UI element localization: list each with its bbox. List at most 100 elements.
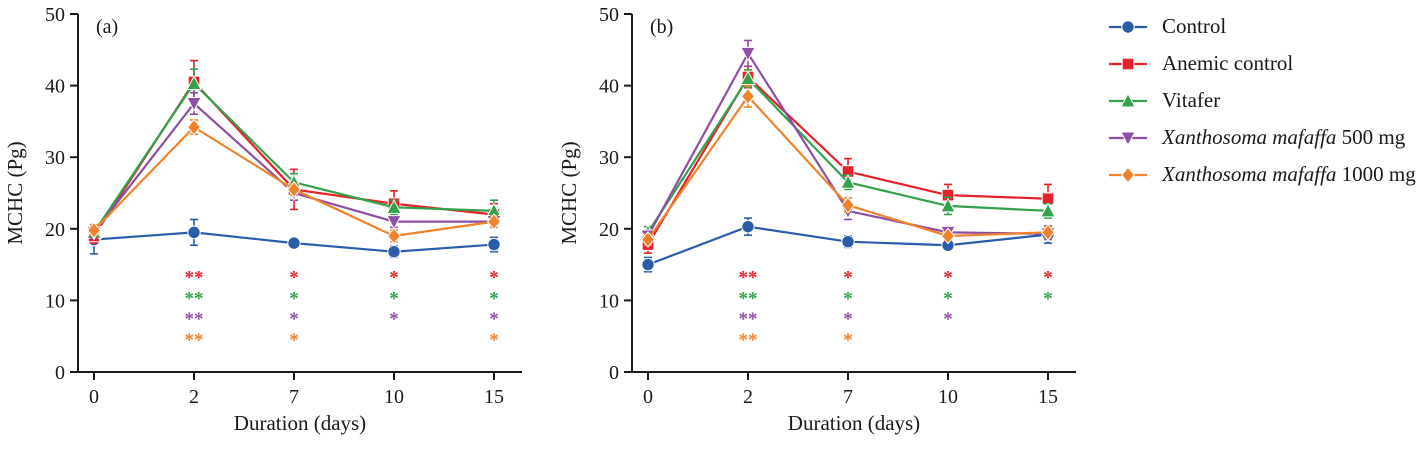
triangle-up-marker (1040, 202, 1056, 218)
x-tick-label: 0 (89, 386, 99, 408)
asterisk-mark: * (1043, 267, 1053, 288)
asterisk-mark: * (489, 309, 499, 330)
circle-marker (487, 237, 501, 252)
circle-legend-marker-icon (1109, 19, 1147, 34)
asterisk-mark: ** (185, 267, 204, 288)
asterisk-mark: * (289, 330, 299, 351)
chart-a: 0 10 20 30 40 50 0 2 7 10 15 Duration (days) MCHC (P… (0, 0, 540, 458)
asterisk-mark: ** (739, 330, 758, 351)
x-tick-label: 10 (938, 386, 958, 408)
legend-item: Control (1106, 8, 1416, 45)
square-marker (1121, 57, 1135, 70)
asterisk-mark: * (389, 267, 399, 288)
triangle-up-marker (186, 75, 202, 90)
asterisk-mark: * (489, 330, 499, 351)
x-tick-label: 7 (289, 386, 299, 408)
diamond-marker (940, 227, 956, 245)
diamond-marker (86, 221, 102, 239)
diamond-marker (186, 118, 202, 136)
triangle-up-marker (740, 70, 756, 85)
asterisk-mark: * (843, 309, 853, 330)
x-axis-title: Duration (days) (788, 411, 920, 435)
series-xanthosoma-mafaffa-500-mg (86, 91, 502, 241)
triangle-down-marker (740, 46, 756, 62)
x-tick-label: 15 (484, 386, 504, 408)
y-tick-label: 40 (599, 76, 619, 98)
asterisk-mark: * (843, 330, 853, 351)
triangle-up-legend-marker-icon (1109, 92, 1147, 107)
panel-label: (a) (96, 16, 118, 38)
chart-a-svg: 0 10 20 30 40 50 0 2 7 10 15 Duration (days) MCHC (P… (3, 4, 522, 435)
asterisk-mark: * (843, 267, 853, 288)
legend-label: Vitafer (1162, 88, 1221, 112)
triangle-down-marker (1120, 131, 1136, 146)
y-axis: 0 10 20 30 40 50 (45, 4, 78, 384)
x-tick-label: 0 (643, 386, 653, 408)
square-legend-marker-icon (1109, 57, 1147, 70)
diamond-marker (286, 181, 302, 198)
asterisk-mark: * (489, 288, 499, 309)
diamond-legend-marker-icon (1109, 166, 1147, 183)
y-axis: 0 10 20 30 40 50 (599, 4, 632, 384)
significance-asterisks: ** * * *** * * *** * *** * (739, 267, 1053, 350)
y-tick-label: 20 (45, 219, 65, 241)
x-tick-label: 2 (743, 386, 753, 408)
legend-label: Anemic control (1162, 51, 1294, 75)
y-tick-label: 0 (609, 362, 619, 384)
triangle-up-marker (386, 199, 402, 214)
asterisk-mark: * (289, 267, 299, 288)
chart-b-svg: 0 10 20 30 40 50 0 2 7 10 15 Duration (days) MCHC (P… (557, 4, 1076, 435)
x-tick-label: 10 (384, 386, 404, 408)
y-tick-label: 40 (45, 76, 65, 98)
axes (77, 14, 522, 373)
y-tick-label: 10 (599, 290, 619, 312)
diamond-marker (640, 231, 656, 248)
series-xanthosoma-mafaffa-1000-mg (640, 84, 1056, 248)
triangle-down-legend-marker-icon (1109, 131, 1147, 146)
triangle-up-marker (840, 173, 856, 189)
asterisk-mark: ** (185, 330, 204, 351)
diamond-marker (840, 196, 856, 214)
circle-marker (287, 236, 301, 250)
series-control (641, 217, 1055, 273)
asterisk-mark: ** (739, 288, 758, 309)
asterisk-mark: * (289, 309, 299, 330)
diamond-marker (740, 87, 756, 105)
asterisk-mark: ** (185, 288, 204, 309)
x-axis-title: Duration (days) (234, 411, 366, 435)
diamond-marker (1040, 224, 1056, 241)
legend-item: Xanthosoma mafaffa 1000 mg (1106, 156, 1416, 193)
circle-marker (1121, 19, 1135, 34)
y-tick-label: 30 (45, 147, 65, 169)
asterisk-mark: * (943, 288, 953, 309)
y-axis-title: MCHC (Pg) (3, 141, 27, 244)
chart-b: 0 10 20 30 40 50 0 2 7 10 15 Duration (days) MCHC (P… (554, 0, 1094, 458)
asterisk-mark: * (843, 288, 853, 309)
y-axis-title: MCHC (Pg) (557, 141, 581, 244)
asterisk-mark: * (289, 288, 299, 309)
asterisk-mark: * (489, 267, 499, 288)
x-axis: 0 2 7 10 15 (89, 372, 504, 408)
panel-label: (b) (650, 16, 673, 38)
y-tick-label: 0 (55, 362, 65, 384)
y-tick-label: 50 (45, 4, 65, 26)
x-tick-label: 15 (1038, 386, 1058, 408)
asterisk-mark: * (389, 309, 399, 330)
legend-label: Xanthosoma mafaffa 1000 mg (1162, 162, 1416, 186)
triangle-down-marker (386, 215, 402, 230)
series-vitafer (86, 68, 502, 239)
circle-marker (741, 219, 755, 234)
diamond-marker (1120, 166, 1136, 183)
axes (631, 14, 1076, 373)
x-axis: 0 2 7 10 15 (643, 372, 1058, 408)
asterisk-mark: * (943, 267, 953, 288)
legend-label: Control (1162, 14, 1227, 38)
triangle-down-marker (186, 97, 202, 112)
asterisk-mark: ** (739, 309, 758, 330)
asterisk-mark: * (389, 288, 399, 309)
x-tick-label: 7 (843, 386, 853, 408)
series-anemic-control (87, 59, 501, 244)
x-tick-label: 2 (189, 386, 199, 408)
legend: Control Anemic control Vitafer Xanthosoma m… (1106, 0, 1416, 193)
